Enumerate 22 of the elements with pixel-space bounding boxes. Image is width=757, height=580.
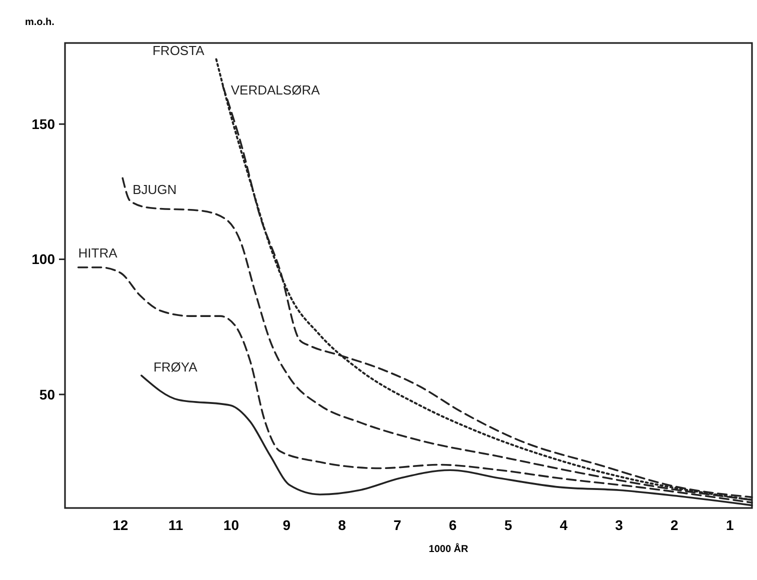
x-tick-label: 4 [560,517,568,533]
x-tick-label: 8 [338,517,346,533]
x-tick-label: 10 [223,517,240,533]
x-tick-label: 7 [394,517,402,533]
y-tick-label: 100 [32,251,56,268]
y-tick-label: 50 [39,386,56,402]
x-tick-label: 5 [504,517,512,533]
series-label: FROSTA [152,43,205,58]
series-label: BJUGN [132,182,177,198]
y-tick-label: 150 [32,116,56,132]
x-tick-label: 1 [726,517,734,533]
x-tick-label: 6 [448,517,457,533]
y-axis-title: m.o.h. [25,17,55,28]
series-label: HITRA [78,245,118,260]
x-axis-title: 1000 ÅR [428,543,470,555]
x-tick-label: 9 [282,517,291,533]
x-tick-label: 3 [615,517,624,533]
series-label: FRØYA [153,360,198,375]
x-tick-label: 12 [112,517,128,533]
series-label: VERDALSØRA [230,82,320,98]
x-tick-label: 11 [168,517,184,533]
x-tick-label: 2 [670,517,679,533]
